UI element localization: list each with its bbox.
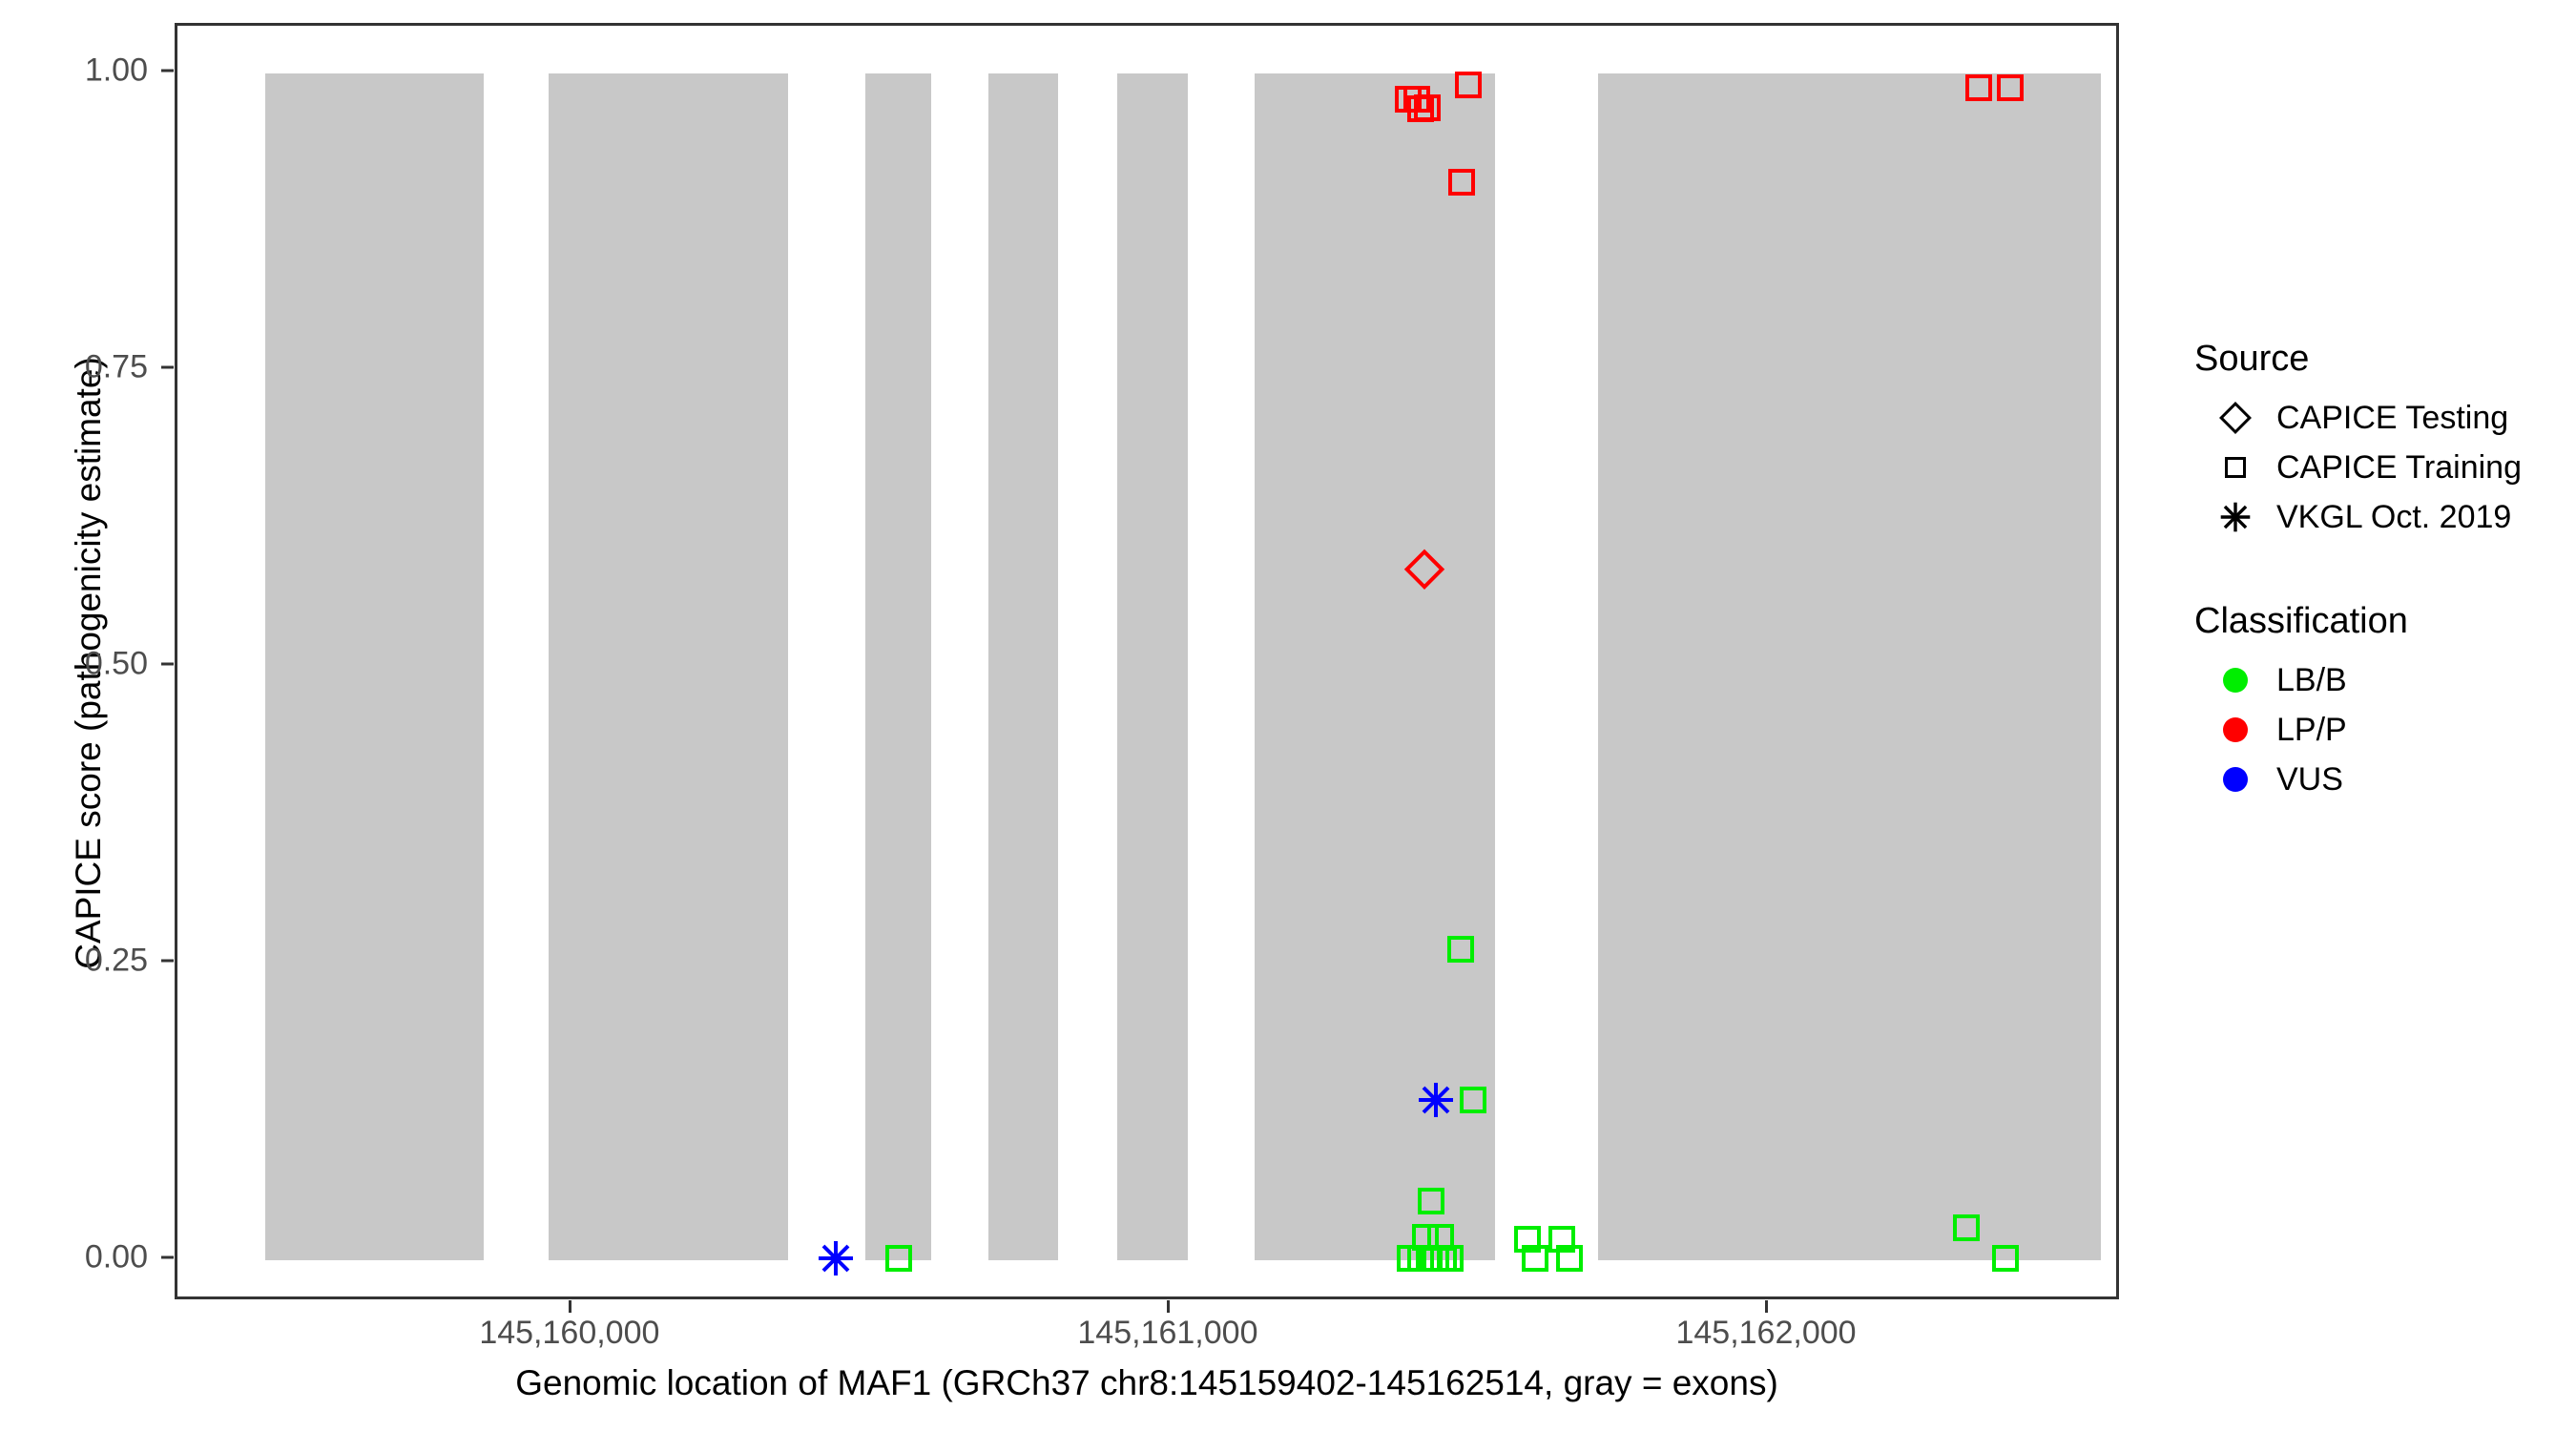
x-axis-title: Genomic location of MAF1 (GRCh37 chr8:14…	[515, 1363, 1778, 1402]
color-dot-icon	[2194, 705, 2276, 755]
y-tick-label: 0.25	[84, 942, 148, 979]
legend-item-square[interactable]: CAPICE Training	[2194, 443, 2576, 492]
data-point	[1417, 1188, 1444, 1215]
data-point	[1992, 1244, 2020, 1272]
exon-band	[1116, 73, 1189, 1261]
y-axis-ticks: 0.00 0.25 0.50 0.75 1.00	[0, 0, 175, 1431]
legend-group-source: Source CAPICE Testing CAPICE Training VKGL…	[2194, 339, 2576, 542]
exon-band	[988, 73, 1059, 1261]
legend-classification-rows: LB/B LP/P VUS	[2194, 655, 2576, 804]
legend-item-asterisk[interactable]: VKGL Oct. 2019	[2194, 492, 2576, 542]
exon-band	[1254, 73, 1495, 1261]
data-point	[1459, 1087, 1486, 1114]
data-point	[1548, 1226, 1576, 1254]
legend-item-lp-p[interactable]: LP/P	[2194, 705, 2576, 755]
legend-item-label: LB/B	[2276, 661, 2347, 698]
data-point	[884, 1244, 912, 1272]
x-tick-mark	[1166, 1300, 1170, 1313]
data-point	[1514, 1226, 1542, 1254]
y-tick-label: 0.50	[84, 645, 148, 682]
color-dot-icon	[2194, 755, 2276, 804]
exon-band	[1598, 73, 2102, 1261]
data-point	[1448, 169, 1476, 197]
square-icon	[2194, 443, 2276, 492]
y-tick-label: 1.00	[84, 52, 148, 89]
data-point	[1964, 73, 1992, 101]
x-tick-mark	[568, 1300, 571, 1313]
data-point	[1413, 93, 1441, 121]
legend-item-label: VUS	[2276, 760, 2343, 798]
x-tick-label: 145,160,000	[479, 1315, 660, 1351]
asterisk-icon	[2194, 492, 2276, 542]
legend-item-vus[interactable]: VUS	[2194, 755, 2576, 804]
plot-area	[177, 26, 2116, 1296]
color-dot-icon	[2194, 655, 2276, 705]
exon-band	[548, 73, 789, 1261]
legend-item-label: VKGL Oct. 2019	[2276, 498, 2512, 535]
legend-item-label: CAPICE Testing	[2276, 399, 2509, 436]
data-point	[1555, 1244, 1583, 1272]
data-point	[1996, 73, 2024, 101]
x-tick-mark	[1765, 1300, 1769, 1313]
plot-panel	[175, 23, 2119, 1299]
legend-item-label: LP/P	[2276, 711, 2347, 748]
x-tick-label: 145,162,000	[1675, 1315, 1857, 1351]
y-tick-mark	[161, 69, 174, 73]
data-point	[1952, 1213, 1980, 1241]
exon-band	[265, 73, 485, 1261]
y-tick-label: 0.75	[84, 348, 148, 385]
y-tick-mark	[161, 662, 174, 666]
legend-item-lb-b[interactable]: LB/B	[2194, 655, 2576, 705]
data-point	[1521, 1244, 1548, 1272]
x-tick-label: 145,161,000	[1077, 1315, 1258, 1351]
legend-source-rows: CAPICE Testing CAPICE Training VKGL Oct. 2…	[2194, 393, 2576, 542]
data-point	[1437, 1244, 1465, 1272]
data-point	[1454, 72, 1482, 99]
y-tick-mark	[161, 1255, 174, 1259]
exon-band	[865, 73, 932, 1261]
y-tick-mark	[161, 959, 174, 963]
y-tick-label: 0.00	[84, 1238, 148, 1275]
data-point	[1417, 1081, 1455, 1119]
data-point	[817, 1239, 855, 1277]
diamond-icon	[2194, 393, 2276, 443]
data-point	[1447, 936, 1475, 964]
legend: Source CAPICE Testing CAPICE Training VKGL…	[2194, 339, 2576, 863]
legend-item-label: CAPICE Training	[2276, 448, 2522, 486]
legend-item-diamond[interactable]: CAPICE Testing	[2194, 393, 2576, 443]
legend-group-classification: Classification LB/B LP/P VUS	[2194, 601, 2576, 804]
legend-title-classification: Classification	[2194, 601, 2408, 641]
y-tick-mark	[161, 365, 174, 369]
legend-title-source: Source	[2194, 339, 2310, 379]
